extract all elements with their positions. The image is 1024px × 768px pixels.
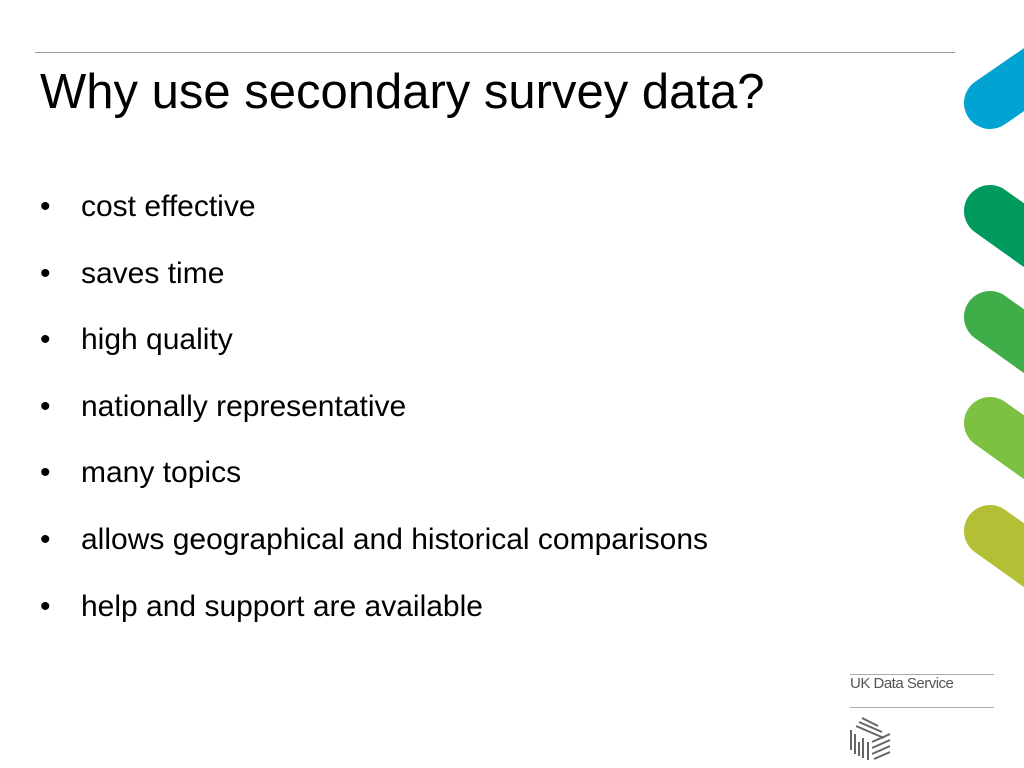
bullet-text: saves time bbox=[81, 256, 225, 290]
logo-text: UK Data Service bbox=[850, 675, 954, 692]
green-stripe bbox=[964, 185, 1024, 268]
bullet-item: • many topics bbox=[40, 456, 708, 523]
uk-data-service-logo-icon bbox=[850, 717, 891, 760]
logo-divider bbox=[850, 707, 994, 708]
bullet-item: • high quality bbox=[40, 323, 708, 390]
bullet-icon: • bbox=[40, 256, 51, 290]
bullet-text: allows geographical and historical compa… bbox=[81, 522, 708, 556]
bullet-item: • nationally representative bbox=[40, 390, 708, 457]
slide-title: Why use secondary survey data? bbox=[40, 65, 765, 119]
bullet-item: • help and support are available bbox=[40, 590, 708, 657]
title-divider bbox=[35, 52, 955, 53]
bullet-text: high quality bbox=[81, 323, 233, 357]
bullet-text: cost effective bbox=[81, 190, 256, 223]
bullet-icon: • bbox=[40, 456, 51, 490]
bullet-text: help and support are available bbox=[81, 589, 483, 623]
bullet-item: • cost effective bbox=[40, 190, 708, 257]
bullet-icon: • bbox=[40, 522, 51, 556]
bullet-list: • cost effective • saves time • high qualit… bbox=[40, 190, 708, 656]
bullet-item: • allows geographical and historical comp… bbox=[40, 523, 708, 590]
bullet-text: nationally representative bbox=[81, 389, 407, 423]
green-stripe bbox=[964, 397, 1024, 480]
blue-stripe bbox=[964, 48, 1024, 129]
logo-divider bbox=[850, 674, 994, 675]
green-stripe bbox=[964, 291, 1024, 374]
bullet-text: many topics bbox=[81, 456, 242, 490]
olive-stripe bbox=[964, 505, 1024, 588]
bullet-icon: • bbox=[40, 589, 51, 623]
bullet-icon: • bbox=[40, 389, 51, 423]
bullet-icon: • bbox=[40, 190, 51, 223]
bullet-icon: • bbox=[40, 323, 51, 357]
bullet-item: • saves time bbox=[40, 257, 708, 324]
